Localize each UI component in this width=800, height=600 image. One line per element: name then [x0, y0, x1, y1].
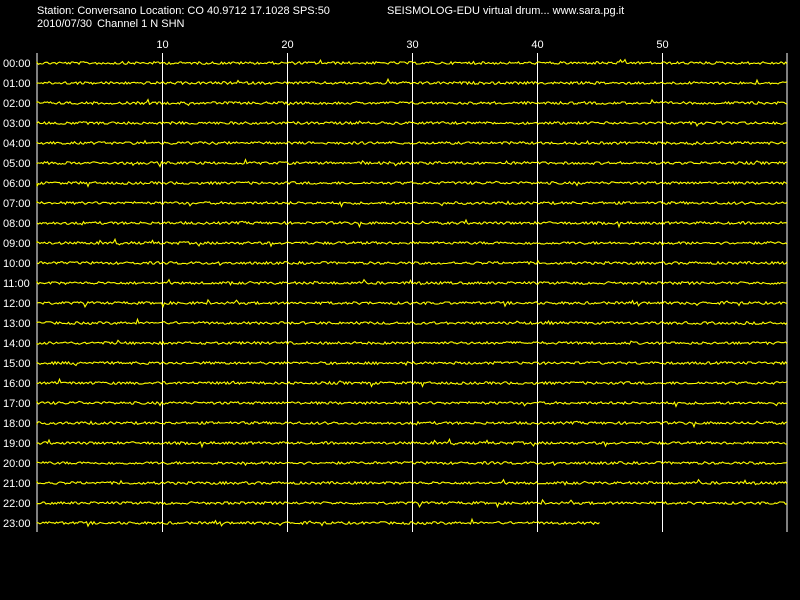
trace-row — [36, 517, 600, 528]
hour-label: 09:00 — [3, 238, 31, 250]
hour-label: 02:00 — [3, 98, 31, 110]
trace-row — [36, 259, 788, 266]
brand-line: SEISMOLOG-EDU virtual drum... www.sara.p… — [387, 5, 625, 17]
channel-info: Channel 1 N SHN — [97, 18, 185, 30]
x-tick-label: 20 — [281, 39, 293, 51]
grid — [36, 53, 788, 532]
date-channel-line: 2010/07/30 Channel 1 N SHN — [37, 18, 185, 30]
trace-row — [36, 139, 788, 146]
hour-label: 18:00 — [3, 418, 31, 430]
trace-row — [36, 339, 788, 346]
trace-row — [36, 360, 788, 367]
hour-label: 13:00 — [3, 318, 31, 330]
hour-label: 04:00 — [3, 138, 31, 150]
hour-label: 17:00 — [3, 398, 31, 410]
hour-label: 14:00 — [3, 338, 31, 350]
hour-label: 08:00 — [3, 218, 31, 230]
trace-row — [36, 200, 788, 208]
trace-row — [36, 377, 788, 388]
trace-row — [36, 58, 788, 66]
labels: 10 20 30 40 50 00:00 01:00 02:00 03:00 04:00 05:00… — [3, 39, 669, 530]
trace-row — [36, 120, 788, 127]
hour-label: 10:00 — [3, 258, 31, 270]
trace-row — [36, 180, 788, 188]
hour-label: 00:00 — [3, 58, 31, 70]
trace-row — [36, 317, 788, 326]
trace-row — [36, 158, 788, 168]
hour-label: 03:00 — [3, 118, 31, 130]
hour-label: 05:00 — [3, 158, 31, 170]
hour-label: 07:00 — [3, 198, 31, 210]
hour-label: 21:00 — [3, 478, 31, 490]
trace-row — [36, 237, 788, 248]
trace-row — [36, 400, 788, 408]
trace-row — [36, 278, 788, 286]
hour-label: 20:00 — [3, 458, 31, 470]
x-tick-label: 30 — [406, 39, 418, 51]
trace-row — [36, 420, 788, 429]
trace-row — [36, 437, 787, 449]
hour-label: 16:00 — [3, 378, 31, 390]
hour-label: 22:00 — [3, 498, 31, 510]
x-tick-label: 40 — [531, 39, 543, 51]
trace-row — [36, 460, 788, 467]
x-tick-label: 10 — [156, 39, 168, 51]
station-info: Station: Conversano Location: CO 40.9712… — [37, 5, 330, 17]
hour-label: 06:00 — [3, 178, 31, 190]
trace-row — [36, 498, 788, 509]
trace-row — [36, 478, 788, 486]
trace-row — [36, 77, 788, 86]
trace-row — [36, 298, 788, 309]
traces — [36, 58, 788, 528]
hour-label: 11:00 — [3, 278, 30, 290]
x-tick-label: 50 — [656, 39, 668, 51]
hour-label: 23:00 — [3, 518, 31, 530]
hour-label: 15:00 — [3, 358, 31, 370]
hour-label: 12:00 — [3, 298, 31, 310]
record-date: 2010/07/30 — [37, 18, 93, 30]
hour-label: 01:00 — [3, 78, 31, 90]
trace-row — [36, 98, 788, 107]
trace-row — [36, 218, 788, 229]
hour-label: 19:00 — [3, 438, 31, 450]
